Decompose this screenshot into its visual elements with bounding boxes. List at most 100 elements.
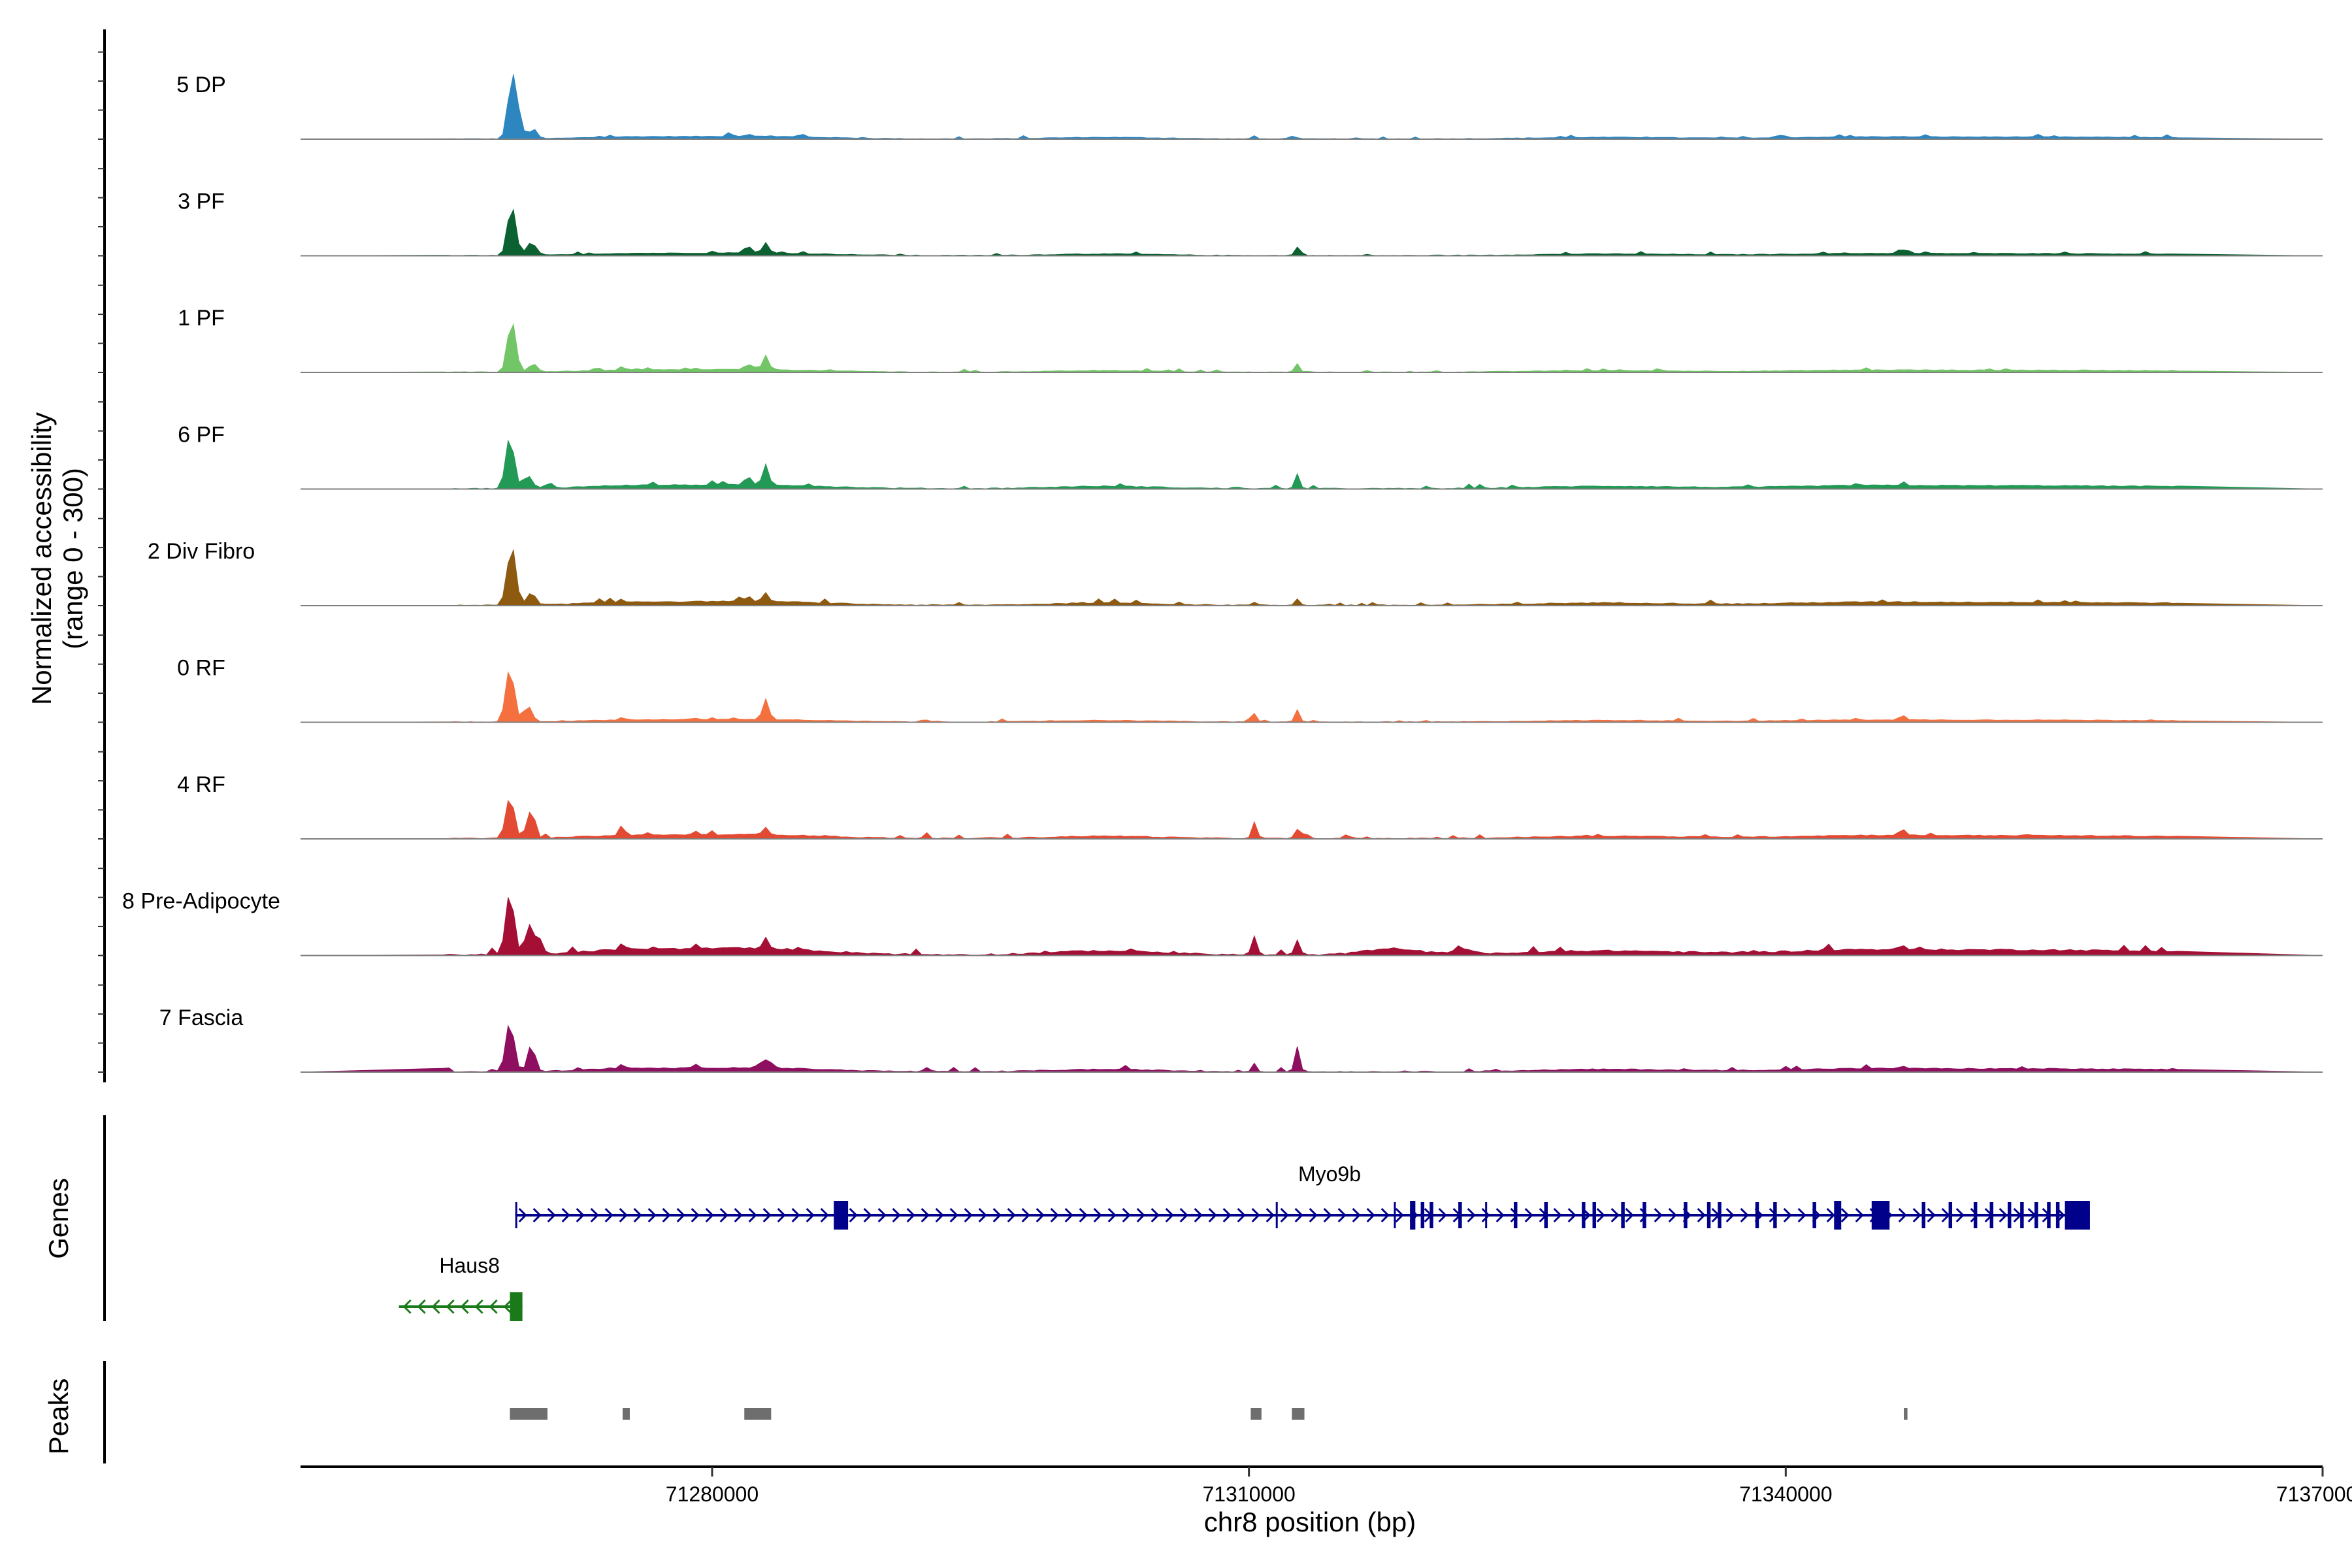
y-axis-title-line-2: (range 0 - 300)	[57, 468, 88, 649]
strand-chevron	[1927, 1207, 1936, 1223]
strand-chevron	[431, 1299, 440, 1315]
exon	[1684, 1202, 1688, 1228]
track-label: 5 DP	[176, 73, 226, 97]
exon	[2055, 1202, 2060, 1228]
exon	[1718, 1202, 1722, 1228]
strand-chevron	[532, 1207, 542, 1223]
exon	[1485, 1202, 1488, 1228]
x-axis-tick-label: 71310000	[1202, 1482, 1295, 1506]
strand-chevron	[906, 1207, 915, 1223]
track-2-div-fibro: 2 Div Fibro	[148, 539, 2323, 606]
strand-chevron	[590, 1207, 599, 1223]
x-axis-tick-label: 71340000	[1739, 1482, 1832, 1506]
strand-chevron	[402, 1299, 412, 1315]
x-axis-tick-label: 71280000	[666, 1482, 759, 1506]
x-axis-ticks: 71280000 71310000 71340000 71370000	[666, 1467, 2352, 1506]
strand-chevron	[1467, 1207, 1476, 1223]
strand-chevron	[547, 1207, 556, 1223]
strand-chevron	[1194, 1207, 1203, 1223]
strand-chevron	[417, 1299, 426, 1315]
strand-chevron	[935, 1207, 944, 1223]
strand-chevron	[1826, 1207, 1835, 1223]
strand-chevron	[691, 1207, 700, 1223]
strand-chevron	[978, 1207, 987, 1223]
peak-region	[510, 1408, 547, 1420]
track-4-rf: 4 RF	[177, 772, 2323, 840]
strand-chevron	[705, 1207, 714, 1223]
strand-chevron	[1855, 1207, 1864, 1223]
y-axis-title-line-1: Normalized accessibility	[26, 412, 57, 705]
exon	[1989, 1202, 1994, 1228]
exon	[1420, 1202, 1425, 1228]
track-label: 8 Pre-Adipocyte	[122, 889, 280, 914]
strand-chevron	[1610, 1207, 1620, 1223]
strand-chevron	[806, 1207, 815, 1223]
strand-chevron	[676, 1207, 685, 1223]
peak-region	[1904, 1408, 1908, 1420]
strand-chevron	[1208, 1207, 1217, 1223]
exon	[1642, 1202, 1646, 1228]
exon	[1458, 1202, 1462, 1228]
strand-chevron	[503, 1299, 512, 1315]
track-label: 1 PF	[178, 306, 225, 331]
exon	[2047, 1202, 2051, 1228]
exon	[1410, 1201, 1416, 1230]
strand-chevron	[1510, 1207, 1519, 1223]
peak-region	[1250, 1408, 1262, 1420]
strand-chevron	[1179, 1207, 1188, 1223]
strand-chevron	[1064, 1207, 1073, 1223]
strand-chevron	[877, 1207, 887, 1223]
strand-chevron	[1021, 1207, 1030, 1223]
strand-chevron	[604, 1207, 613, 1223]
strand-chevron	[474, 1299, 483, 1315]
track-5-dp: 5 DP	[176, 73, 2323, 140]
gene-haus8: Haus8	[399, 1254, 523, 1321]
strand-chevron	[1395, 1207, 1404, 1223]
peak-region	[744, 1408, 772, 1420]
strand-chevron	[1898, 1207, 1907, 1223]
track-3-pf: 3 PF	[178, 189, 2323, 257]
coverage-area	[300, 897, 2323, 956]
strand-chevron	[762, 1207, 772, 1223]
exon	[1394, 1202, 1396, 1228]
track-8-pre-adipocyte: 8 Pre-Adipocyte	[122, 889, 2323, 956]
strand-chevron	[1266, 1207, 1275, 1223]
strand-chevron	[1122, 1207, 1131, 1223]
exon	[1592, 1202, 1596, 1228]
track-label: 7 Fascia	[159, 1005, 244, 1030]
strand-chevron	[576, 1207, 585, 1223]
strand-chevron	[1079, 1207, 1088, 1223]
gene-annotations: Myo9b Haus8	[399, 1162, 2090, 1321]
strand-chevron	[1007, 1207, 1016, 1223]
gene-label: Haus8	[439, 1254, 500, 1277]
strand-chevron	[1107, 1207, 1117, 1223]
exon	[1544, 1202, 1548, 1228]
strand-chevron	[1567, 1207, 1576, 1223]
strand-chevron	[1093, 1207, 1102, 1223]
strand-chevron	[1524, 1207, 1533, 1223]
strand-chevron	[633, 1207, 642, 1223]
accessibility-y-axis	[98, 29, 106, 1083]
strand-chevron	[863, 1207, 872, 1223]
strand-chevron	[849, 1207, 858, 1223]
gene-myo9b: Myo9b	[515, 1162, 2090, 1230]
strand-chevron	[1797, 1207, 1806, 1223]
strand-chevron	[1625, 1207, 1634, 1223]
strand-chevron	[1352, 1207, 1361, 1223]
exon	[1621, 1202, 1625, 1228]
strand-chevron	[460, 1299, 469, 1315]
exon	[515, 1202, 517, 1228]
coverage-area	[300, 671, 2323, 723]
strand-chevron	[1596, 1207, 1605, 1223]
exon	[1275, 1202, 1278, 1228]
strand-chevron	[1251, 1207, 1260, 1223]
strand-chevron	[791, 1207, 800, 1223]
strand-chevron	[1309, 1207, 1318, 1223]
strand-chevron	[446, 1299, 455, 1315]
strand-chevron	[820, 1207, 829, 1223]
strand-chevron	[1495, 1207, 1505, 1223]
genes-panel-title: Genes	[43, 1178, 74, 1259]
strand-chevron	[734, 1207, 743, 1223]
strand-chevron	[1294, 1207, 1303, 1223]
strand-chevron	[1050, 1207, 1059, 1223]
